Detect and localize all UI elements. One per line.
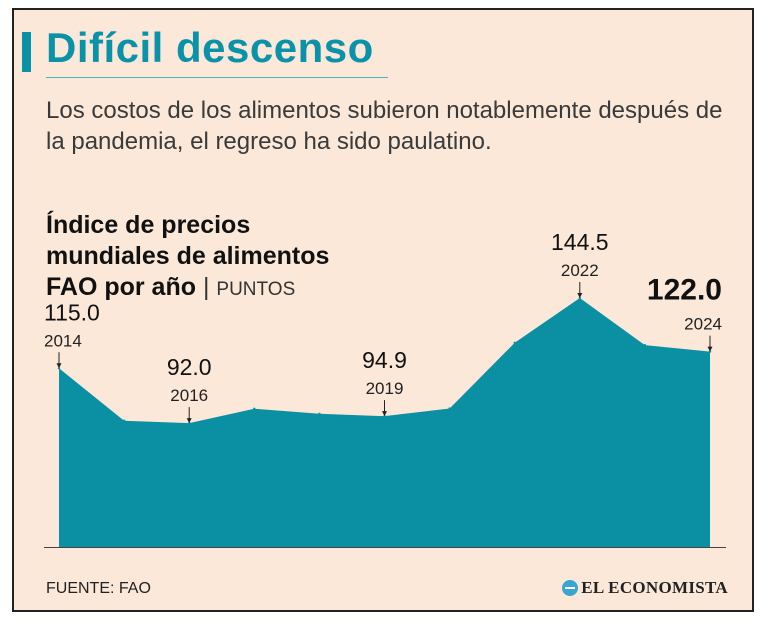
annotation-year-2022: 2022	[561, 261, 599, 280]
brand-globe-icon	[562, 580, 579, 596]
data-point-2020	[448, 407, 451, 410]
page-title: Difícil descenso	[46, 24, 374, 71]
data-point-2021	[513, 341, 516, 344]
annotation-value-2024: 122.0	[647, 274, 722, 307]
data-point-2018	[318, 412, 321, 416]
annotation-value-2014: 115.0	[44, 299, 100, 325]
data-point-2017	[253, 407, 256, 410]
annotation-value-2016: 92.0	[167, 354, 212, 380]
data-point-2023	[643, 343, 647, 347]
annotation-year-2014: 2014	[44, 331, 82, 350]
data-point-2015	[122, 419, 126, 422]
chart-unit-label: PUNTOS	[216, 279, 296, 300]
annotation-arrow-2019	[382, 411, 387, 417]
title-accent-bar	[22, 32, 31, 72]
chart-title-line-3-text: FAO por año	[46, 273, 196, 301]
chart-title-line-2: mundiales de alimentos	[46, 242, 330, 270]
title-divider	[46, 77, 388, 78]
annotation-arrow-2014	[56, 363, 62, 369]
chart-title: Índice de precios mundiales de alimentos…	[46, 210, 329, 305]
brand-name: EL ECONOMISTA	[581, 578, 728, 597]
chart-title-line-1: Índice de precios	[46, 211, 251, 239]
page-subtitle: Los costos de los alimentos subieron not…	[46, 97, 723, 155]
annotation-arrow-2024	[707, 346, 713, 352]
annotation-value-2022: 144.5	[551, 229, 609, 255]
annotation-value-2019: 94.9	[362, 347, 407, 373]
chart-title-line-3: FAO por año | PUNTOS	[46, 272, 329, 305]
brand-logo: EL ECONOMISTA	[562, 578, 728, 598]
chart-title-separator: |	[202, 273, 210, 301]
annotation-year-2019: 2019	[366, 379, 404, 398]
area-series	[59, 298, 710, 547]
annotation-year-2016: 2016	[170, 386, 208, 405]
annotation-year-2024: 2024	[684, 315, 722, 334]
source-note: FUENTE: FAO	[46, 580, 151, 597]
annotation-arrow-2022	[577, 293, 583, 298]
annotation-arrow-2016	[186, 418, 192, 424]
